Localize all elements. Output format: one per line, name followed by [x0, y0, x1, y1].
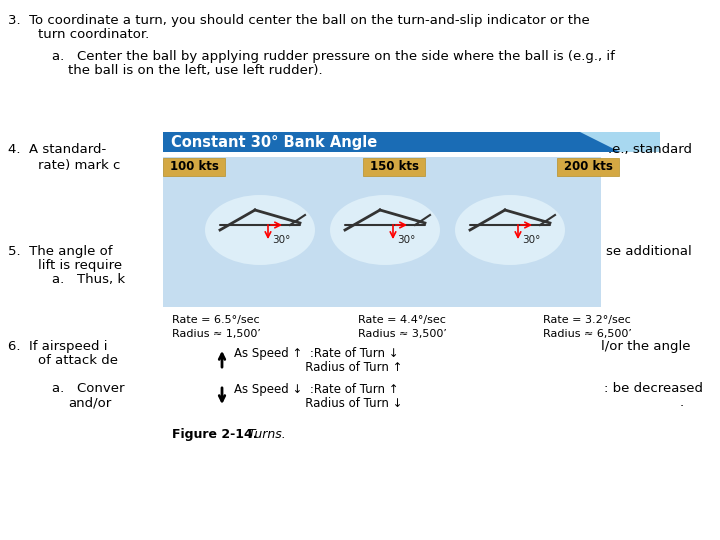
Text: 30°: 30°	[397, 235, 415, 245]
Text: As Speed ↓  :Rate of Turn ↑: As Speed ↓ :Rate of Turn ↑	[234, 383, 399, 396]
Text: the ball is on the left, use left rudder).: the ball is on the left, use left rudder…	[68, 64, 323, 77]
Bar	[557, 158, 619, 176]
Text: of attack de: of attack de	[38, 354, 118, 367]
Text: Turns.: Turns.	[244, 428, 286, 441]
Bar	[163, 158, 225, 176]
Text: 150 kts: 150 kts	[369, 160, 418, 173]
Text: 5.  The angle of: 5. The angle of	[8, 245, 112, 258]
Text: 6.  If airspeed i: 6. If airspeed i	[8, 340, 107, 353]
Text: Rate = 3.2°/sec: Rate = 3.2°/sec	[543, 315, 631, 325]
Text: Radius ≈ 3,500’: Radius ≈ 3,500’	[358, 329, 447, 339]
Polygon shape	[163, 132, 620, 152]
Text: lift is require: lift is require	[38, 259, 122, 272]
Text: 100 kts: 100 kts	[170, 160, 218, 173]
Text: a.   Conver: a. Conver	[52, 382, 125, 395]
Text: Radius ≈ 6,500’: Radius ≈ 6,500’	[543, 329, 632, 339]
Text: a.   Center the ball by applying rudder pressure on the side where the ball is (: a. Center the ball by applying rudder pr…	[52, 50, 615, 63]
Ellipse shape	[455, 195, 565, 265]
Text: rate) mark c: rate) mark c	[38, 159, 120, 172]
Text: : be decreased: : be decreased	[604, 382, 703, 395]
Bar	[163, 132, 660, 152]
Bar	[363, 158, 425, 176]
Text: Radius of Turn ↓: Radius of Turn ↓	[234, 397, 402, 410]
Text: 4.  A standard-: 4. A standard-	[8, 143, 107, 156]
Text: As Speed ↑  :Rate of Turn ↓: As Speed ↑ :Rate of Turn ↓	[234, 347, 399, 360]
Text: 3.  To coordinate a turn, you should center the ball on the turn-and-slip indica: 3. To coordinate a turn, you should cent…	[8, 14, 590, 27]
Text: and/or: and/or	[68, 396, 112, 409]
Text: 30°: 30°	[272, 235, 290, 245]
Text: turn coordinator.: turn coordinator.	[38, 28, 149, 41]
Text: .: .	[680, 396, 684, 409]
Ellipse shape	[205, 195, 315, 265]
Ellipse shape	[330, 195, 440, 265]
Text: Rate = 6.5°/sec: Rate = 6.5°/sec	[172, 315, 260, 325]
Text: Radius of Turn ↑: Radius of Turn ↑	[234, 361, 402, 374]
Text: Radius ≈ 1,500’: Radius ≈ 1,500’	[172, 329, 261, 339]
Text: 30°: 30°	[522, 235, 541, 245]
Bar	[163, 157, 601, 307]
Text: l/or the angle: l/or the angle	[601, 340, 690, 353]
Text: .e., standard: .e., standard	[608, 143, 692, 156]
Text: a.   Thus, k: a. Thus, k	[52, 273, 125, 286]
Text: Figure 2-14.: Figure 2-14.	[172, 428, 258, 441]
Text: 200 kts: 200 kts	[564, 160, 613, 173]
Text: Constant 30° Bank Angle: Constant 30° Bank Angle	[171, 134, 377, 150]
Text: se additional: se additional	[606, 245, 692, 258]
Text: Rate = 4.4°/sec: Rate = 4.4°/sec	[358, 315, 446, 325]
